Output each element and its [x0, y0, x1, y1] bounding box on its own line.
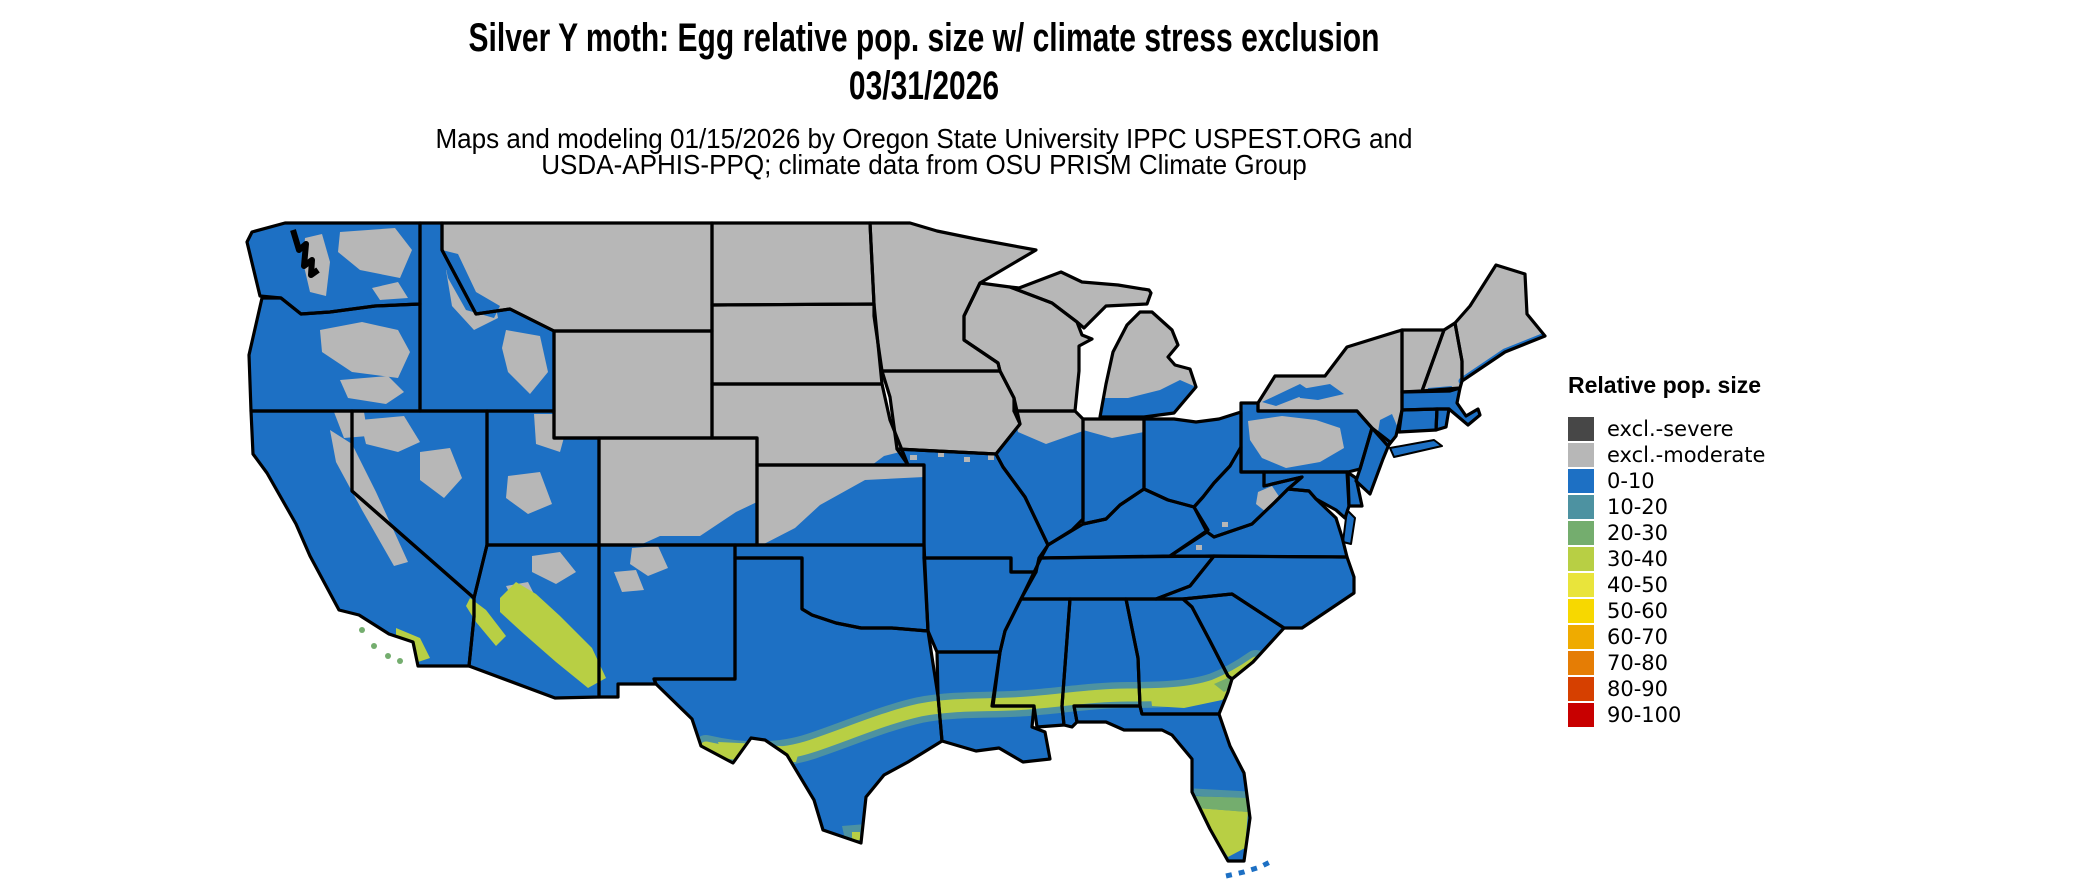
map-legend: Relative pop. size excl.-severe excl.-mo…	[1568, 372, 1765, 729]
florida-keys	[1225, 859, 1272, 879]
legend-swatch	[1568, 599, 1594, 623]
legend-item: 0-10	[1568, 469, 1765, 493]
title-block: Silver Y moth: Egg relative pop. size w/…	[0, 14, 1848, 180]
legend-item: 70-80	[1568, 651, 1765, 675]
map-title-line1: Silver Y moth: Egg relative pop. size w/…	[468, 16, 1380, 60]
legend-swatch	[1568, 703, 1594, 727]
legend-title: Relative pop. size	[1568, 372, 1762, 398]
legend-swatch	[1568, 547, 1594, 571]
state-north-dakota	[712, 223, 874, 305]
legend-swatch	[1568, 573, 1594, 597]
south-florida-band	[1193, 788, 1249, 857]
legend-item: 40-50	[1568, 573, 1765, 597]
legend-swatch	[1568, 495, 1594, 519]
legend-label: 0-10	[1607, 469, 1655, 493]
legend-label: excl.-moderate	[1607, 443, 1766, 467]
legend-label: 10-20	[1607, 495, 1669, 519]
legend-item: 90-100	[1568, 703, 1765, 727]
map-overlays	[303, 228, 1545, 857]
legend-item: 80-90	[1568, 677, 1765, 701]
legend-swatch	[1568, 651, 1594, 675]
legend-item: excl.-moderate	[1568, 443, 1765, 467]
legend-swatch	[1568, 417, 1594, 441]
legend-item: 10-20	[1568, 495, 1765, 519]
legend-label: 80-90	[1607, 677, 1669, 701]
legend-swatch	[1568, 521, 1594, 545]
state-connecticut	[1399, 409, 1437, 432]
legend-item: 30-40	[1568, 547, 1765, 571]
legend-label: 50-60	[1607, 599, 1669, 623]
legend-label: 20-30	[1607, 521, 1669, 545]
map-subtitle-line1: Maps and modeling 01/15/2026 by Oregon S…	[435, 123, 1413, 154]
legend-label: 40-50	[1607, 573, 1669, 597]
map-borders	[245, 221, 1547, 863]
state-maine	[1455, 265, 1545, 381]
legend-swatch	[1568, 469, 1594, 493]
offshore-islands	[359, 627, 1272, 879]
legend-swatch	[1568, 677, 1594, 701]
legend-item: excl.-severe	[1568, 417, 1765, 441]
legend-label: 60-70	[1607, 625, 1669, 649]
map-subtitle-line2: USDA-APHIS-PPQ; climate data from OSU PR…	[541, 149, 1307, 180]
legend-swatch	[1568, 443, 1594, 467]
map-title-line2: 03/31/2026	[848, 64, 1000, 108]
legend-swatch	[1568, 625, 1594, 649]
legend-label: excl.-severe	[1607, 417, 1734, 441]
legend-item: 20-30	[1568, 521, 1765, 545]
puget-sound	[290, 229, 320, 278]
state-iowa	[882, 371, 1020, 454]
legend-item: 60-70	[1568, 625, 1765, 649]
legend-label: 30-40	[1607, 547, 1669, 571]
legend-label: 70-80	[1607, 651, 1669, 675]
legend-label: 90-100	[1607, 703, 1682, 727]
state-wyoming	[554, 331, 712, 438]
state-south-dakota	[712, 304, 882, 384]
legend-item: 50-60	[1568, 599, 1765, 623]
